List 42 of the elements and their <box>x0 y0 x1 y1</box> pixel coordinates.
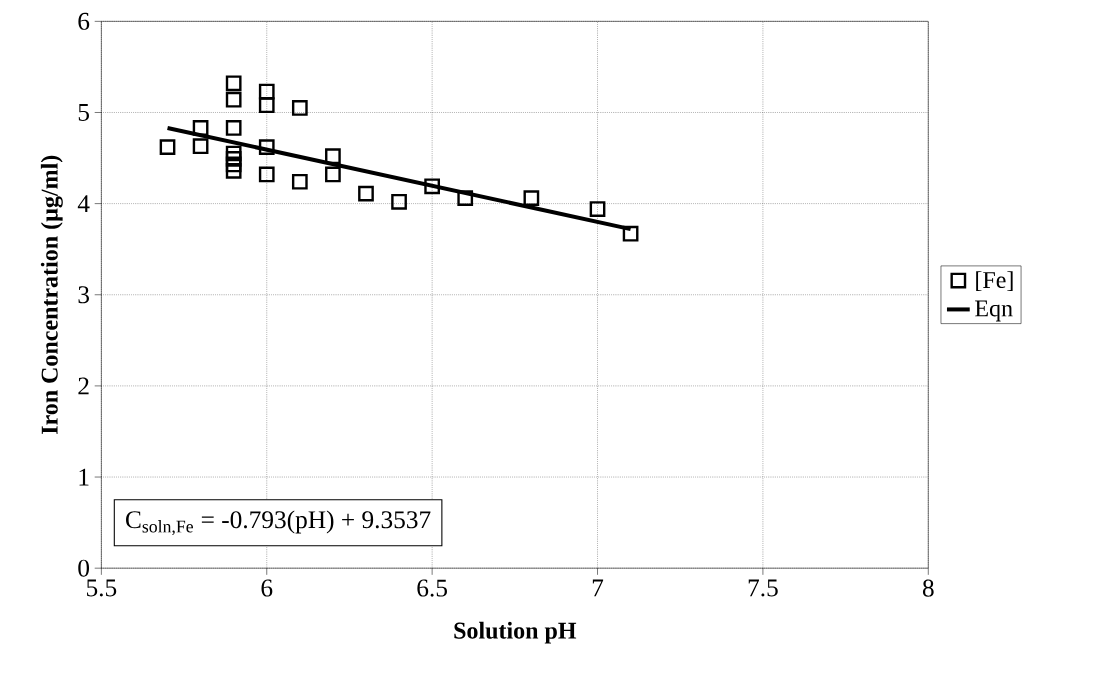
x-tick-label: 7 <box>592 579 604 597</box>
x-tick-label: 5.5 <box>86 579 117 597</box>
y-tick-label: 5 <box>78 104 89 122</box>
point <box>225 156 242 173</box>
legend-label: Eqn <box>975 300 1013 322</box>
y-tick-label: 0 <box>78 559 90 577</box>
annotation: C$_{soln,Fe}$ = -0.793(pH) + 9.3537 <box>126 510 431 536</box>
point <box>192 120 209 137</box>
point <box>424 178 440 195</box>
y-tick-label: 4 <box>77 195 90 213</box>
x-axis-title: Solution pH <box>454 622 577 644</box>
point <box>291 174 308 190</box>
point <box>457 190 474 207</box>
point <box>225 163 242 179</box>
point <box>391 194 407 210</box>
point <box>523 190 540 207</box>
y-tick-label: 3 <box>78 286 89 304</box>
x-tick-label: 7.5 <box>748 579 778 597</box>
point <box>192 138 209 155</box>
y-axis-title: Iron Concentration (µg/ml) <box>40 156 63 435</box>
x-tick-label: 6 <box>261 579 273 597</box>
point <box>258 139 275 156</box>
legend-label: [Fe] <box>976 271 1013 292</box>
point <box>258 83 275 100</box>
point <box>225 92 242 108</box>
point <box>325 166 341 183</box>
point <box>325 148 341 165</box>
point <box>258 166 275 183</box>
point <box>622 226 639 242</box>
point <box>225 75 242 92</box>
point <box>358 185 374 202</box>
point <box>291 100 308 117</box>
point <box>225 120 242 137</box>
point <box>159 139 176 156</box>
y-tick-label: 6 <box>78 13 90 31</box>
x-tick-label: 6.5 <box>417 579 447 597</box>
x-tick-label: 8 <box>922 579 934 597</box>
y-tick-label: 1 <box>79 468 89 486</box>
point <box>258 97 275 114</box>
point <box>225 145 242 162</box>
y-tick-label: 2 <box>78 377 89 395</box>
point <box>589 201 606 218</box>
